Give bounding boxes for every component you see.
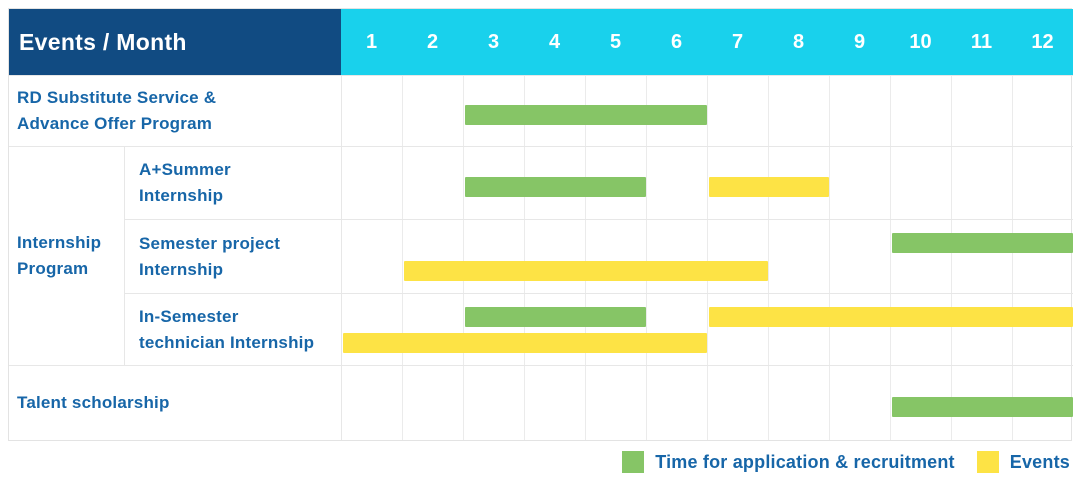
gantt-bar-event [343,333,707,353]
month-header-8: 8 [792,30,805,53]
gantt-bar-event [709,307,1073,327]
row-label-semester-project: Semester project Internship [125,219,341,293]
gantt-bar-event [709,177,829,197]
row-label-a-plus-summer: A+Summer Internship [125,146,341,219]
row-group-label-internship-program: Internship Program [9,146,125,365]
month-header-12: 12 [1031,30,1054,53]
month-header-row: 1 2 3 4 5 6 7 8 9 10 11 12 [341,9,1073,75]
gantt-row-in-semester-technician [341,293,1073,365]
legend: Time for application & recruitment Event… [622,451,1070,473]
legend-swatch-application-green [622,451,645,473]
gantt-bar-application [892,397,1073,417]
gantt-bar-event [404,261,768,281]
row-label-rd-substitute: RD Substitute Service & Advance Offer Pr… [9,75,341,146]
month-header-11: 11 [970,30,993,53]
month-header-6: 6 [670,30,683,53]
month-header-1: 1 [365,30,378,53]
gantt-row-semester-project [341,219,1073,293]
gantt-bar-application [465,307,646,327]
gantt-row-rd-substitute [341,75,1073,146]
row-label-talent-scholarship: Talent scholarship [9,365,341,440]
month-header-5: 5 [609,30,622,53]
gantt-row-talent-scholarship [341,365,1073,440]
month-header-7: 7 [731,30,744,53]
schedule-table: Events / Month 1 2 3 4 5 6 7 8 9 10 11 1… [8,8,1073,441]
gantt-bar-application [465,105,707,125]
legend-swatch-events-yellow [976,451,999,473]
month-header-4: 4 [548,30,561,53]
events-month-header: Events / Month [9,9,341,75]
gantt-bar-application [892,233,1073,253]
gantt-row-a-plus-summer [341,146,1073,219]
month-header-9: 9 [853,30,866,53]
legend-item-events: Events [976,451,1070,473]
month-header-2: 2 [426,30,439,53]
month-header-10: 10 [909,30,932,53]
legend-label-events: Events [1009,451,1070,472]
legend-item-application: Time for application & recruitment [622,451,955,473]
gantt-bar-application [465,177,646,197]
events-month-header-label: Events / Month [19,28,187,55]
row-label-in-semester-technician: In-Semester technician Internship [125,293,341,365]
legend-label-application: Time for application & recruitment [655,451,955,472]
month-header-3: 3 [487,30,500,53]
